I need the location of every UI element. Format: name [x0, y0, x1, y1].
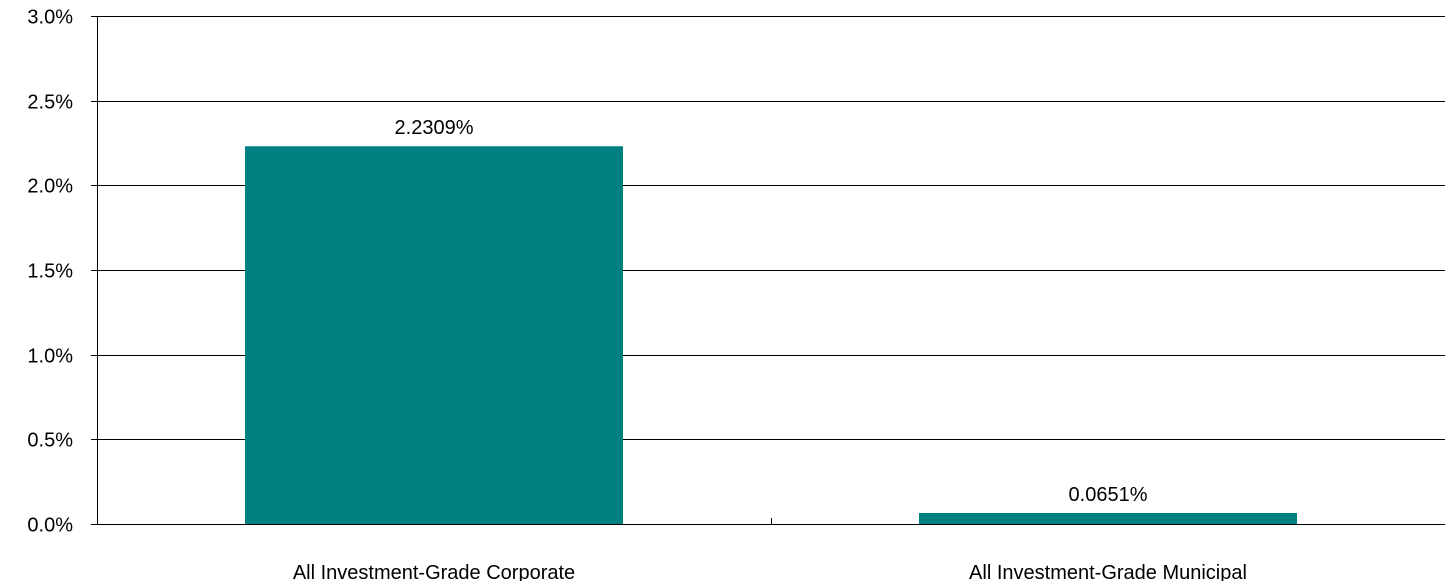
data-label: 2.2309% [395, 117, 474, 139]
bar [919, 512, 1297, 524]
bar [245, 146, 623, 525]
bars [245, 146, 1297, 525]
y-tick-label: 2.5% [27, 92, 73, 114]
y-tick-label: 0.5% [27, 430, 73, 452]
x-category-label: All Investment-Grade Municipal [969, 562, 1247, 581]
labels: 0.0% 0.5% 1.0% 1.5% 2.0% 2.5% 3.0% 2.2309% All I… [27, 7, 1247, 581]
y-tick-label: 2.0% [27, 176, 73, 198]
y-tick-label: 1.0% [27, 346, 73, 368]
y-tick-label: 1.5% [27, 261, 73, 283]
axes [91, 16, 1445, 525]
x-category-label: All Investment-Grade Corporate [293, 562, 575, 581]
y-tick-label: 0.0% [27, 515, 73, 537]
data-label: 0.0651% [1069, 484, 1148, 506]
y-tick-label: 3.0% [27, 7, 73, 29]
